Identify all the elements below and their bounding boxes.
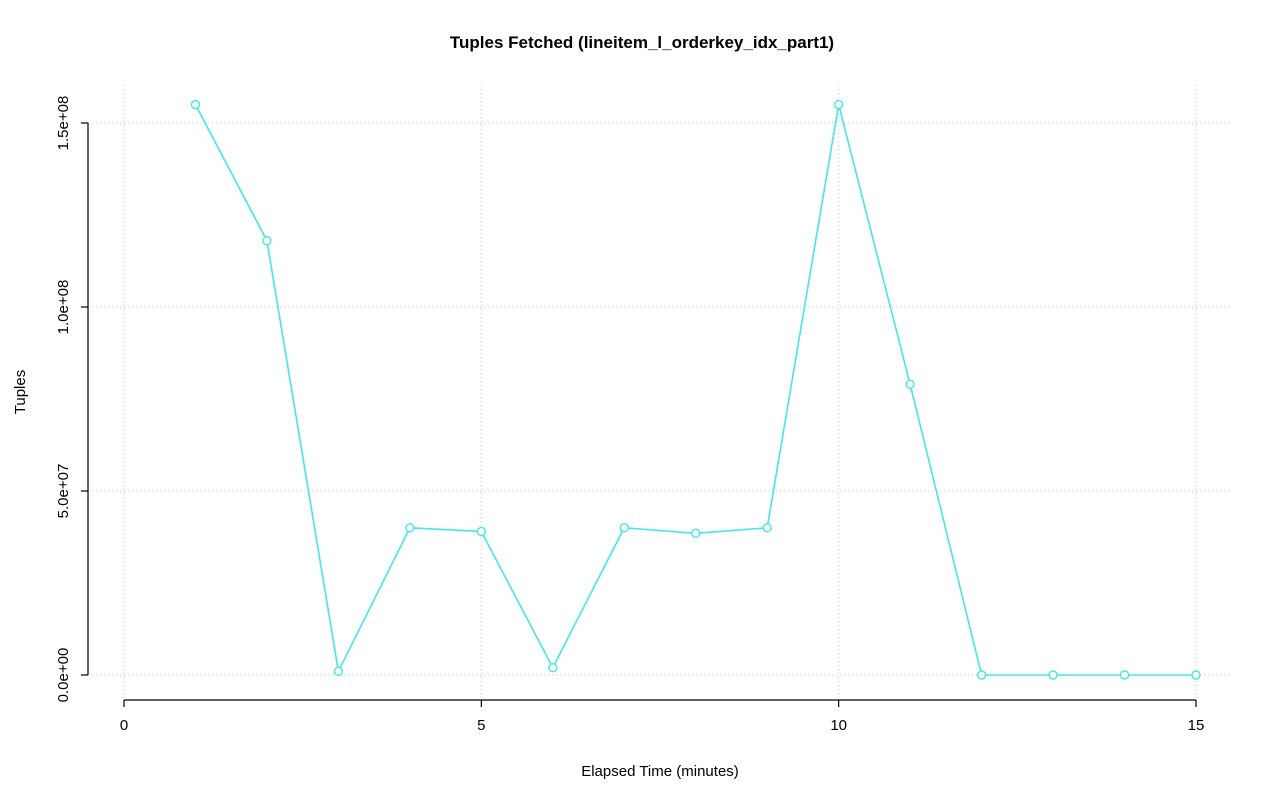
data-point: [262, 236, 272, 246]
data-point: [1191, 670, 1201, 680]
data-point: [190, 99, 201, 110]
data-line: [194, 103, 1196, 676]
data-point: [762, 523, 772, 533]
x-tick-label: 15: [1188, 717, 1205, 734]
y-tick-label: 0.0e+00: [55, 648, 72, 703]
x-tick-label: 0: [120, 717, 128, 734]
data-point: [833, 99, 844, 110]
data-point: [548, 662, 558, 673]
x-axis-title: Elapsed Time (minutes): [581, 763, 739, 780]
chart-title: Tuples Fetched (lineitem_l_orderkey_idx_…: [450, 33, 834, 52]
y-tick-label: 1.0e+08: [55, 280, 72, 335]
x-tick-label: 10: [830, 717, 847, 734]
data-point: [691, 528, 701, 539]
plot-layers: 0 5 10 15 0.0e+00 5.0e+07 1.0e+08 1.5e+08: [55, 85, 1232, 734]
y-axis-title: Tuples: [12, 370, 29, 414]
data-point: [1048, 670, 1058, 680]
data-point: [476, 526, 487, 537]
data-point: [333, 666, 344, 677]
y-tick-label: 1.5e+08: [55, 96, 72, 151]
data-point: [976, 670, 987, 680]
data-point: [405, 523, 415, 533]
data-point: [1119, 670, 1130, 680]
x-tick-label: 5: [477, 717, 485, 734]
data-point: [905, 379, 915, 389]
y-tick-label: 5.0e+07: [55, 464, 72, 519]
data-point: [619, 523, 629, 533]
